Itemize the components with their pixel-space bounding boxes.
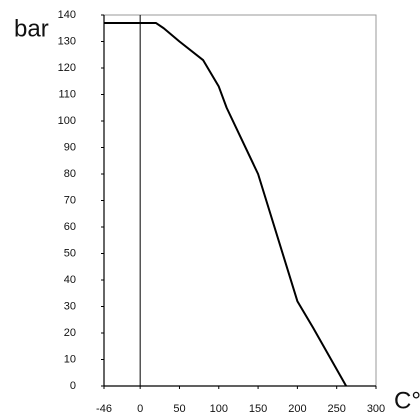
y-tick-label: 140: [58, 9, 76, 21]
x-tick-label: 250: [328, 403, 346, 415]
y-axis-title: bar: [14, 15, 49, 42]
x-tick-label: 300: [367, 403, 385, 415]
y-tick-label: 120: [58, 62, 76, 74]
x-tick-label: 100: [210, 403, 228, 415]
x-tick-label: 50: [173, 403, 185, 415]
y-tick-label: 60: [64, 221, 76, 233]
x-tick-label: 0: [137, 403, 143, 415]
y-tick-label: 90: [64, 141, 76, 153]
y-tick-label: 110: [58, 88, 76, 100]
y-tick-label: 80: [64, 168, 76, 180]
y-tick-label: 130: [58, 35, 76, 47]
y-tick-label: 100: [58, 115, 76, 127]
x-tick-label: -46: [96, 403, 112, 415]
x-axis-title: C°: [394, 387, 420, 414]
y-tick-label: 70: [64, 194, 76, 206]
y-tick-label: 20: [64, 327, 76, 339]
y-tick-label: 0: [70, 380, 76, 392]
x-tick-label: 150: [249, 403, 267, 415]
data-line: [104, 21, 347, 387]
y-tick-label: 40: [64, 274, 76, 286]
y-tick-label: 30: [64, 300, 76, 312]
y-tick-label: 10: [64, 353, 76, 365]
plot-frame: [103, 14, 377, 387]
y-tick-label: 50: [64, 247, 76, 259]
x-tick-label: 200: [288, 403, 306, 415]
